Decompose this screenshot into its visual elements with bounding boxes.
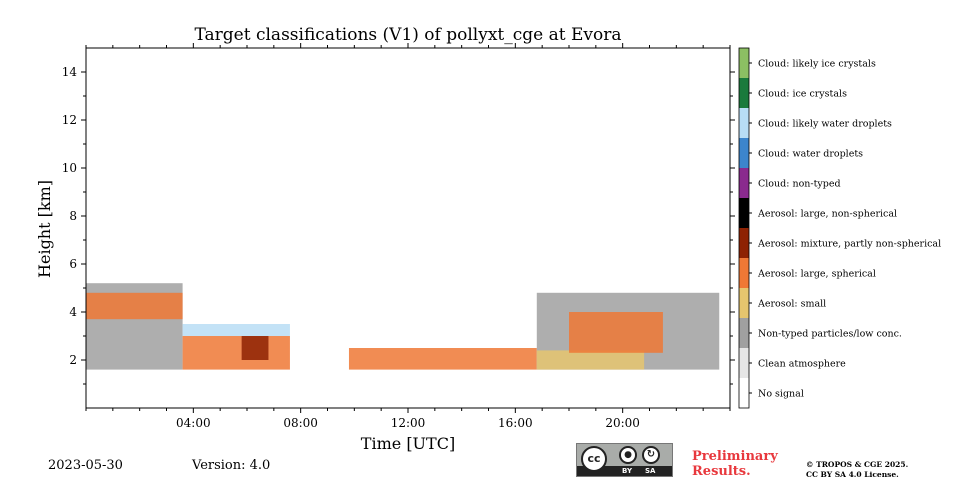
colorbar-swatch: [739, 258, 749, 288]
colorbar-swatch: [739, 318, 749, 348]
preliminary-line-2: Results.: [692, 464, 751, 479]
date-label: 2023-05-30: [48, 458, 123, 473]
preliminary-line-1: Preliminary: [692, 449, 778, 464]
classified-region: [536, 350, 645, 370]
colorbar-legend: No signal Clean atmosphere Non-typed parti…: [738, 47, 941, 409]
y-tick-label: 6: [69, 257, 77, 271]
x-tick-label: 20:00: [605, 416, 640, 430]
x-tick-label: 08:00: [283, 416, 318, 430]
chart-title: Target classifications (V1) of pollyxt_c…: [194, 25, 622, 45]
legend-label: Aerosol: large, non-spherical: [757, 209, 897, 220]
legend-label: Cloud: ice crystals: [758, 89, 847, 100]
legend-label: Cloud: water droplets: [758, 149, 863, 160]
legend-label: Aerosol: large, spherical: [757, 269, 876, 280]
x-axis-label: Time [UTC]: [361, 434, 455, 453]
share-alike-icon: ↻: [642, 446, 660, 464]
copyright-line: © TROPOS & CGE 2025.: [806, 460, 909, 469]
version-label: Version: 4.0: [192, 458, 271, 473]
colorbar-swatch: [739, 168, 749, 198]
legend-label: Cloud: non-typed: [758, 179, 841, 190]
classified-region: [182, 336, 290, 370]
y-tick-label: 2: [69, 353, 77, 367]
colorbar-swatch: [739, 78, 749, 108]
license-line: CC BY SA 4.0 License.: [806, 470, 899, 479]
classified-region: [182, 324, 290, 336]
legend-label: Clean atmosphere: [758, 359, 846, 370]
y-axis-label: Height [km]: [35, 180, 54, 278]
cc-sa-label: SA: [645, 467, 656, 475]
y-tick-label: 14: [62, 65, 78, 79]
cc-icon: cc: [581, 446, 607, 472]
legend-label: Aerosol: small: [757, 299, 826, 310]
heatmap-layer: [86, 283, 720, 370]
classified-region: [241, 336, 269, 360]
classified-region: [86, 292, 183, 320]
colorbar-swatch: [739, 288, 749, 318]
colorbar-swatch: [739, 378, 749, 408]
colorbar-swatch: [739, 348, 749, 378]
colorbar-swatch: [739, 48, 749, 78]
cc-license-badge: cc ● ↻ BY SA: [576, 443, 673, 477]
colorbar-swatch: [739, 108, 749, 138]
colorbar-swatch: [739, 228, 749, 258]
attribution-icon: ●: [619, 446, 637, 464]
legend-label: Cloud: likely water droplets: [758, 119, 892, 130]
classified-region: [569, 312, 663, 353]
x-tick-label: 16:00: [498, 416, 533, 430]
y-tick-label: 12: [62, 113, 77, 127]
legend-label: Cloud: likely ice crystals: [758, 59, 876, 70]
x-tick-label: 12:00: [391, 416, 426, 430]
colorbar-swatch: [739, 198, 749, 228]
x-axis: 04:00 08:00 12:00 16:00 20:00: [85, 43, 731, 430]
cc-by-label: BY: [622, 467, 633, 475]
y-tick-label: 10: [62, 161, 77, 175]
copyright-notice: © TROPOS & CGE 2025. CC BY SA 4.0 Licens…: [806, 460, 908, 480]
colorbar-swatch: [739, 138, 749, 168]
classified-region: [348, 348, 537, 370]
y-tick-label: 4: [69, 305, 77, 319]
colorbar-frame: [738, 47, 750, 409]
y-axis: 2 4 6 8 10 12 14: [62, 65, 735, 385]
legend-label: Aerosol: mixture, partly non-spherical: [757, 239, 941, 250]
preliminary-notice: Preliminary Results.: [692, 449, 778, 479]
legend-label: No signal: [758, 389, 804, 400]
cc-badge-bar: [577, 466, 672, 476]
y-tick-label: 8: [69, 209, 77, 223]
legend-label: Non-typed particles/low conc.: [758, 329, 902, 340]
x-tick-label: 04:00: [176, 416, 211, 430]
